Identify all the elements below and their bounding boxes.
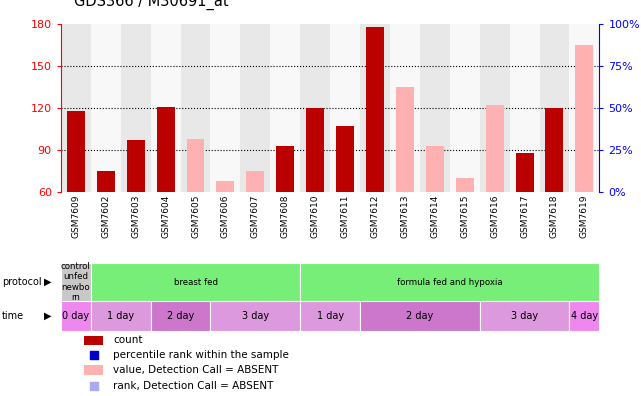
Text: control
unfed
newbo
rn: control unfed newbo rn: [61, 262, 91, 302]
Bar: [187, 139, 204, 192]
Bar: [515, 153, 533, 192]
Text: count: count: [113, 335, 143, 345]
Text: ▶: ▶: [44, 277, 51, 287]
Bar: [390, 24, 420, 192]
Text: rank, Detection Call = ABSENT: rank, Detection Call = ABSENT: [113, 381, 274, 391]
Bar: [479, 301, 569, 331]
Text: time: time: [2, 311, 24, 321]
Text: 3 day: 3 day: [511, 311, 538, 321]
Bar: [426, 146, 444, 192]
Text: breast fed: breast fed: [174, 278, 217, 287]
Text: protocol: protocol: [2, 277, 42, 287]
Bar: [61, 263, 91, 301]
Bar: [360, 24, 390, 192]
Bar: [420, 24, 450, 192]
Text: value, Detection Call = ABSENT: value, Detection Call = ABSENT: [113, 365, 278, 375]
Text: percentile rank within the sample: percentile rank within the sample: [113, 350, 289, 360]
Bar: [300, 263, 599, 301]
Text: 0 day: 0 day: [62, 311, 89, 321]
Bar: [300, 301, 360, 331]
Bar: [569, 24, 599, 192]
Bar: [151, 301, 210, 331]
Bar: [456, 178, 474, 192]
Bar: [210, 301, 300, 331]
Text: 1 day: 1 day: [107, 311, 134, 321]
Bar: [91, 24, 121, 192]
Bar: [366, 27, 384, 192]
Bar: [510, 24, 540, 192]
Bar: [306, 108, 324, 192]
Bar: [127, 140, 145, 192]
Bar: [360, 301, 479, 331]
Bar: [300, 24, 330, 192]
Bar: [156, 107, 174, 192]
Bar: [396, 87, 414, 192]
Bar: [151, 24, 181, 192]
Bar: [84, 365, 103, 375]
Bar: [217, 181, 235, 192]
Bar: [540, 24, 569, 192]
Text: 2 day: 2 day: [406, 311, 433, 321]
Point: [88, 383, 99, 389]
Bar: [84, 335, 103, 345]
Bar: [486, 105, 504, 192]
Text: 2 day: 2 day: [167, 311, 194, 321]
Bar: [246, 171, 264, 192]
Text: 3 day: 3 day: [242, 311, 269, 321]
Text: 1 day: 1 day: [317, 311, 344, 321]
Bar: [91, 301, 151, 331]
Bar: [97, 171, 115, 192]
Bar: [67, 111, 85, 192]
Text: GDS366 / M30691_at: GDS366 / M30691_at: [74, 0, 228, 10]
Bar: [121, 24, 151, 192]
Bar: [479, 24, 510, 192]
Bar: [545, 108, 563, 192]
Text: formula fed and hypoxia: formula fed and hypoxia: [397, 278, 503, 287]
Bar: [271, 24, 300, 192]
Bar: [336, 126, 354, 192]
Bar: [91, 263, 300, 301]
Bar: [569, 301, 599, 331]
Bar: [240, 24, 271, 192]
Bar: [61, 24, 91, 192]
Bar: [210, 24, 240, 192]
Point: [88, 352, 99, 358]
Bar: [276, 146, 294, 192]
Bar: [576, 45, 594, 192]
Text: 4 day: 4 day: [571, 311, 598, 321]
Bar: [330, 24, 360, 192]
Bar: [61, 301, 91, 331]
Bar: [450, 24, 479, 192]
Text: ▶: ▶: [44, 311, 51, 321]
Bar: [181, 24, 210, 192]
